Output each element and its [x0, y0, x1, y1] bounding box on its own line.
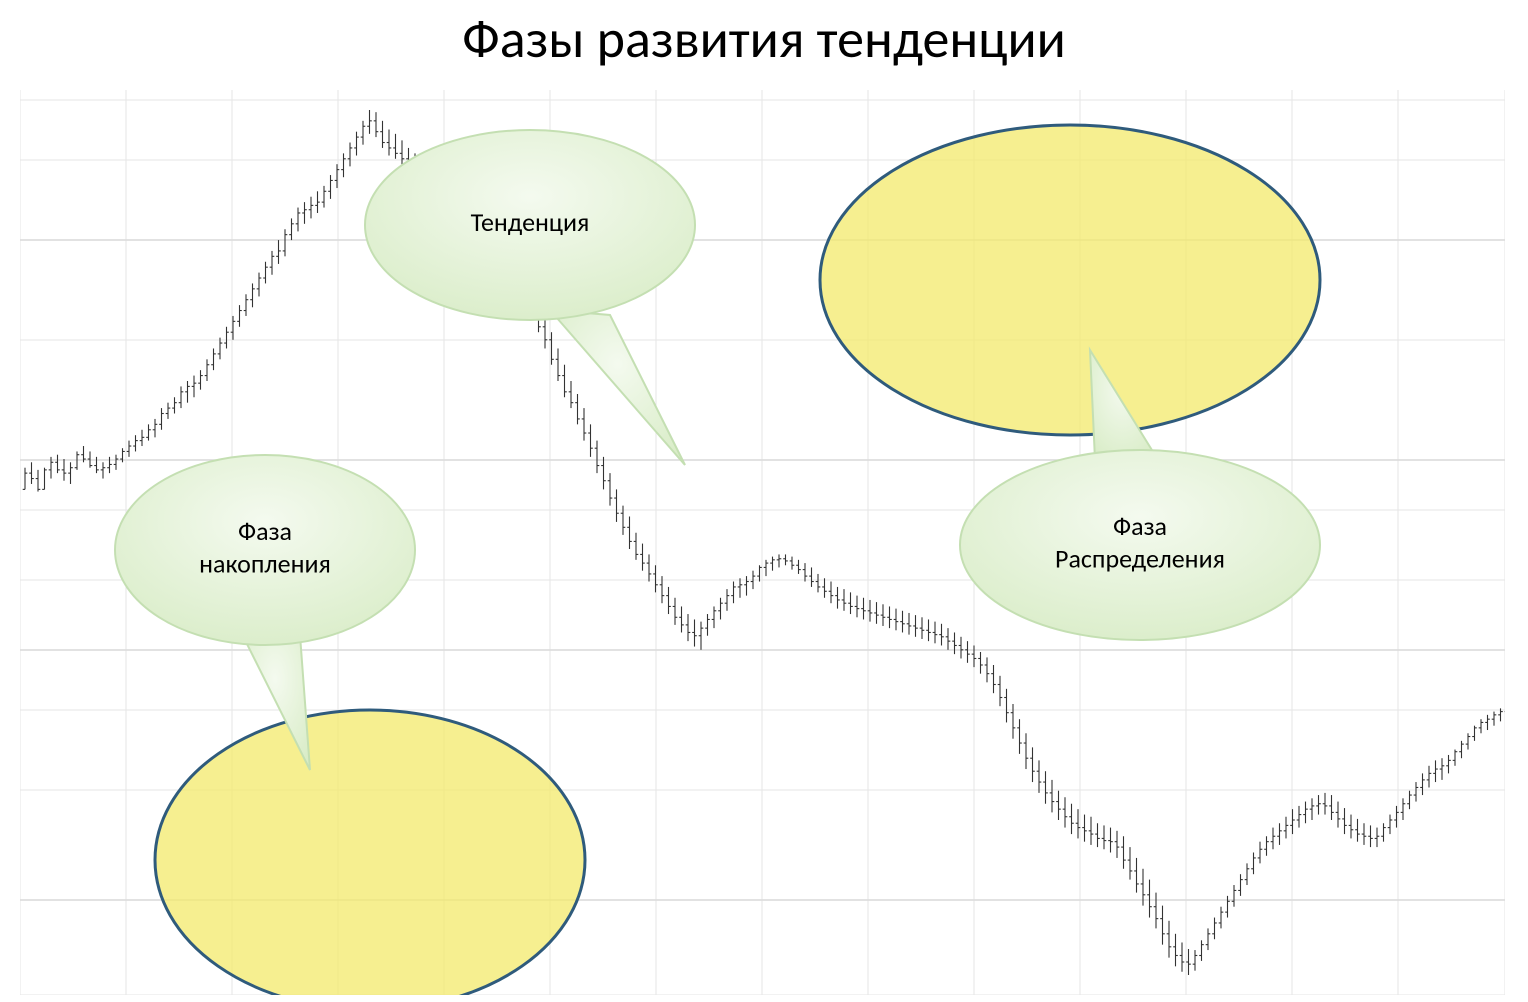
- callout-label: Тенденция: [471, 206, 590, 238]
- callout-label: Фаза: [238, 515, 292, 547]
- callout: Тенденция: [365, 130, 695, 465]
- callout-label: Распределения: [1055, 542, 1225, 574]
- page-title: Фазы развития тенденции: [0, 6, 1528, 72]
- callout-label: накопления: [199, 547, 331, 579]
- chart-area: ТенденцияФазанакопленияФазаРаспределения: [20, 90, 1505, 995]
- chart-svg: ТенденцияФазанакопленияФазаРаспределения: [20, 90, 1505, 995]
- callout-label: Фаза: [1113, 510, 1167, 542]
